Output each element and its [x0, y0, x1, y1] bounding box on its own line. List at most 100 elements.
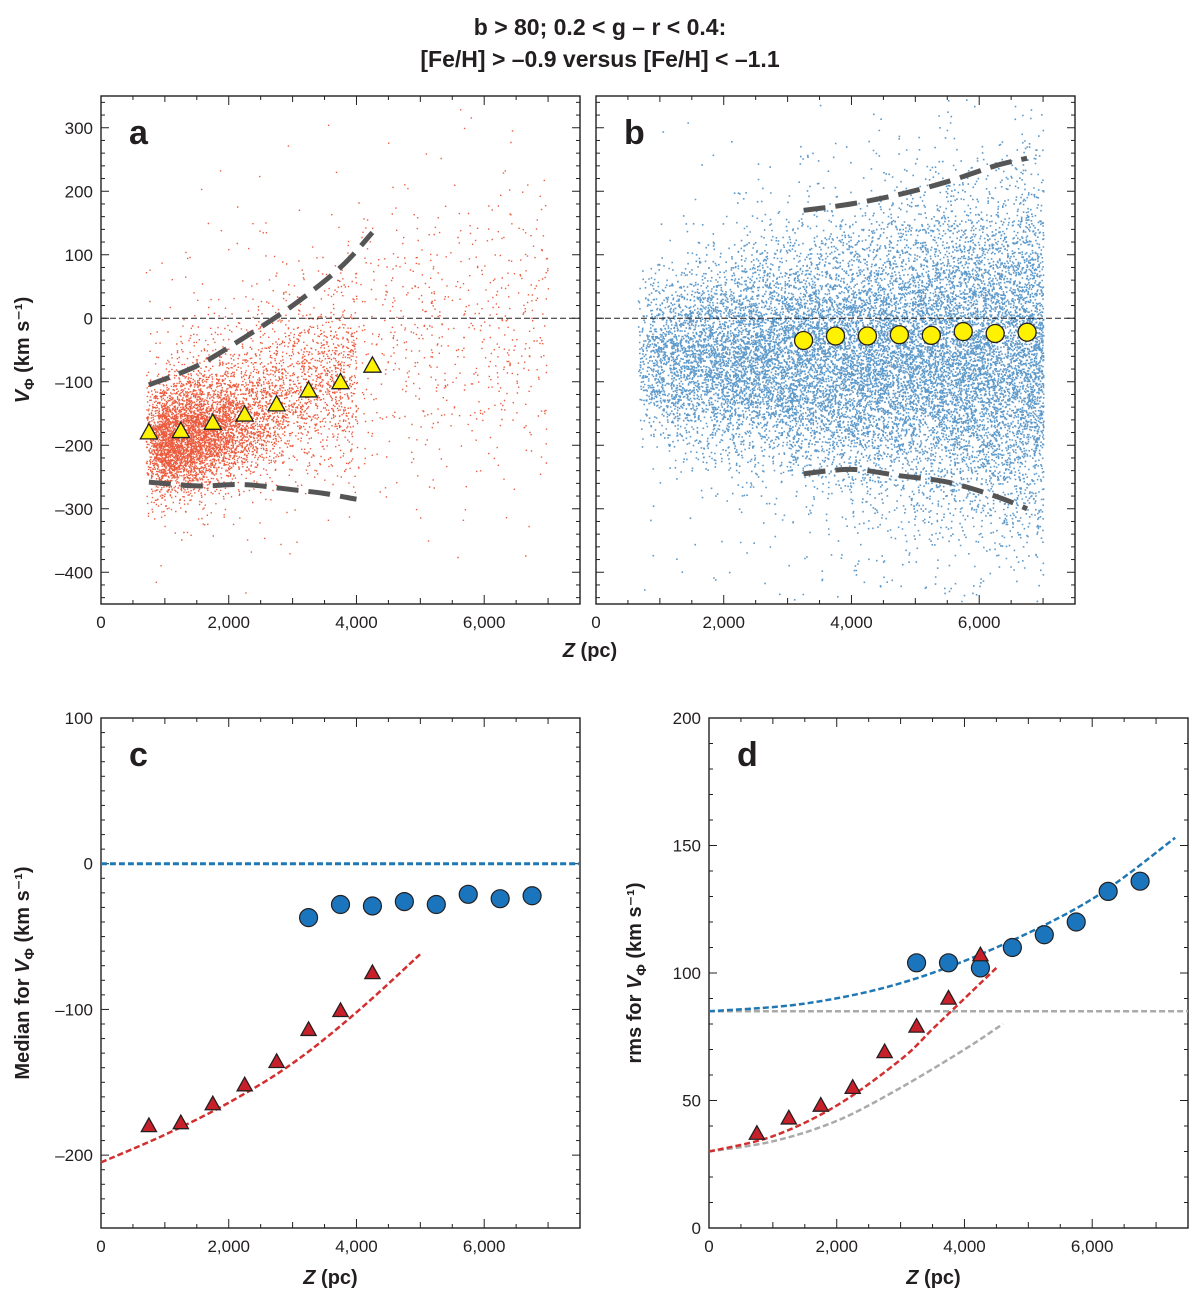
x-tick-label: 0 [591, 613, 600, 632]
y-tick-label: 200 [65, 182, 93, 201]
median-triangle-a [330, 372, 351, 390]
median-triangle-a [171, 420, 191, 439]
x-axis-label-ab: Z (pc) [562, 640, 617, 662]
x-tick-label: 2,000 [207, 1237, 250, 1256]
x-tick-label: 2,000 [207, 613, 250, 632]
x-tick-label: 4,000 [943, 1237, 986, 1256]
x-tick-label: 4,000 [335, 613, 378, 632]
y-tick-label: 100 [673, 964, 701, 983]
panel-a-frame [100, 95, 581, 605]
fit-blue-d [708, 836, 1176, 1013]
median-circle-b [857, 326, 878, 346]
median-circle-c [426, 894, 446, 915]
rms-triangle-d [971, 945, 990, 962]
rms-circle-d [1002, 937, 1022, 958]
x-tick-label: 6,000 [463, 1237, 506, 1256]
x-axis-label-c: Z (pc) [302, 1267, 357, 1289]
x-tick-label: 4,000 [830, 613, 873, 632]
median-circle-c [298, 908, 319, 928]
y-tick-label: 100 [65, 246, 93, 265]
y-axis-label-c: Median for VΦ (km s⁻¹) [12, 866, 37, 1079]
y-tick-label: –400 [55, 563, 93, 582]
rms-triangle-d [780, 1109, 798, 1125]
blue-star-cloud [637, 99, 1045, 603]
x-tick-label: 4,000 [335, 1237, 378, 1256]
panel-c-frame [100, 717, 581, 1229]
median-triangle-a [362, 355, 383, 373]
median-triangle-c [172, 1113, 190, 1130]
panel-b-frame [595, 95, 1076, 605]
fit-red-d [708, 966, 998, 1153]
median-triangle-a [298, 380, 319, 398]
figure-title-line2: [Fe/H] > –0.9 versus [Fe/H] < –1.1 [420, 46, 780, 72]
median-triangle-a [266, 394, 287, 412]
rms-triangle-d [875, 1042, 894, 1059]
rms-circle-d [970, 958, 991, 978]
y-tick-label: 0 [84, 855, 93, 874]
y-tick-label: –200 [55, 436, 93, 455]
y-tick-label: 300 [65, 119, 93, 138]
envelope-lower-b [803, 466, 1029, 512]
rms-circle-d [1066, 912, 1086, 932]
chart-marks: 0 2,000 4,000 6,000 –400 –300 –200 –100 0 100 200 3… [12, 95, 1189, 1289]
y-tick-label: 0 [692, 1219, 701, 1238]
median-triangle-c [363, 963, 382, 980]
median-circle-b [825, 326, 846, 346]
panel-letter-c: c [129, 736, 148, 774]
rms-circle-d [906, 953, 927, 973]
median-triangle-a [203, 412, 223, 430]
y-tick-label: –100 [55, 1000, 93, 1019]
panel-letter-a: a [129, 114, 149, 152]
rms-triangle-d [907, 1017, 926, 1033]
median-circle-b [953, 321, 973, 342]
y-tick-label: 200 [673, 709, 701, 728]
rms-triangle-d [843, 1078, 862, 1094]
fit-red-c [100, 953, 422, 1164]
median-circle-c [362, 896, 383, 916]
median-triangle-c [204, 1094, 222, 1111]
y-tick-label: –300 [55, 500, 93, 519]
x-axis-label-d: Z (pc) [905, 1267, 960, 1289]
x-tick-label: 2,000 [815, 1237, 858, 1256]
median-circle-c [490, 889, 510, 909]
panel-letter-b: b [624, 114, 645, 152]
panel-b-points [637, 99, 1045, 603]
y-tick-label: 50 [682, 1092, 701, 1111]
envelope-upper-b [803, 155, 1028, 213]
median-circle-b [793, 330, 814, 351]
figure-title-line1: b > 80; 0.2 < g – r < 0.4: [473, 14, 727, 40]
rms-triangle-d [939, 989, 958, 1005]
median-triangle-c [299, 1020, 318, 1037]
median-circle-c [330, 894, 351, 915]
median-triangle-c [235, 1075, 254, 1092]
x-tick-label: 6,000 [958, 613, 1001, 632]
rms-circle-d [938, 953, 959, 973]
rms-triangle-d [748, 1124, 766, 1140]
x-tick-label: 2,000 [702, 613, 745, 632]
panel-a-points [145, 109, 550, 594]
y-axis-label-a: VΦ (km s⁻¹) [12, 297, 37, 404]
median-circle-b [1017, 322, 1037, 342]
median-circle-c [394, 891, 414, 912]
y-tick-label: 100 [65, 709, 93, 728]
rms-circle-d [1034, 925, 1054, 945]
panel-letter-d: d [737, 736, 758, 774]
envelope-upper-a [147, 230, 375, 388]
median-triangle-a [139, 422, 159, 440]
y-tick-label: 150 [673, 837, 701, 856]
x-tick-label: 6,000 [463, 613, 506, 632]
median-triangle-c [140, 1116, 158, 1133]
rms-triangle-d [812, 1096, 830, 1112]
envelope-lower-a [148, 479, 357, 502]
x-tick-label: 0 [96, 613, 105, 632]
x-tick-label: 0 [96, 1237, 105, 1256]
median-circle-c [522, 886, 542, 906]
rms-circle-d [1098, 881, 1118, 902]
red-star-cloud [145, 109, 550, 594]
y-tick-label: –100 [55, 373, 93, 392]
median-triangle-c [331, 1001, 350, 1018]
median-circle-b [889, 325, 910, 345]
y-axis-label-d: rms for VΦ (km s⁻¹) [624, 883, 649, 1064]
rms-circle-d [1130, 871, 1150, 891]
